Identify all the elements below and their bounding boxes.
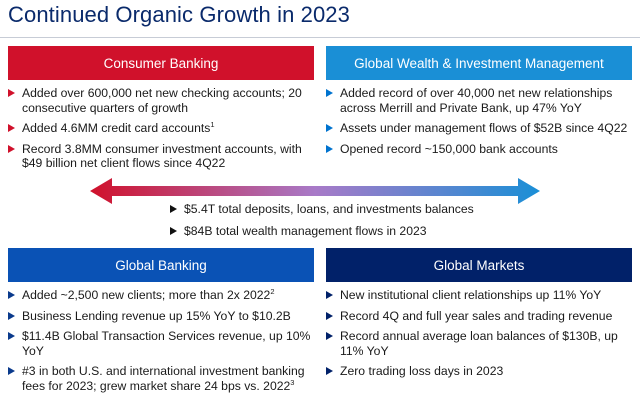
triangle-bullet-icon (326, 367, 333, 375)
consumer-banking-header-label: Consumer Banking (103, 55, 219, 71)
list-item: $5.4T total deposits, loans, and investm… (168, 202, 474, 217)
page-title: Continued Organic Growth in 2023 (8, 2, 350, 27)
list-item: Zero trading loss days in 2023 (326, 364, 632, 379)
triangle-bullet-icon (326, 332, 333, 340)
total-balances-list: $5.4T total deposits, loans, and investm… (168, 202, 474, 245)
list-item: Assets under management flows of $52B si… (326, 121, 632, 136)
triangle-bullet-icon (8, 144, 15, 153)
triangle-bullet-icon (170, 226, 177, 235)
triangle-bullet-icon (326, 89, 333, 97)
global-banking-header: Global Banking (8, 248, 314, 282)
double-arrow-icon (90, 178, 540, 204)
triangle-bullet-icon (326, 311, 333, 320)
consumer-banking-list: Added over 600,000 net new checking acco… (8, 86, 314, 177)
list-item: Opened record ~150,000 bank accounts (326, 142, 632, 157)
triangle-bullet-icon (8, 124, 15, 132)
global-markets-header-label: Global Markets (433, 257, 525, 273)
global-banking-header-label: Global Banking (115, 257, 207, 273)
triangle-bullet-icon (326, 124, 333, 132)
list-item: Added record of over 40,000 net new rela… (326, 86, 632, 115)
global-markets-header: Global Markets (326, 248, 632, 282)
list-item: Business Lending revenue up 15% YoY to $… (8, 309, 314, 324)
list-item: Record 3.8MM consumer investment account… (8, 142, 314, 171)
list-item: #3 in both U.S. and international invest… (8, 364, 314, 393)
triangle-bullet-icon (170, 205, 177, 213)
triangle-bullet-icon (8, 311, 15, 320)
wealth-management-header: Global Wealth & Investment Management (326, 46, 632, 80)
list-item: Record annual average loan balances of $… (326, 329, 632, 358)
list-item: Added over 600,000 net new checking acco… (8, 86, 314, 115)
wealth-management-header-label: Global Wealth & Investment Management (354, 55, 604, 71)
consumer-banking-header: Consumer Banking (8, 46, 314, 80)
triangle-bullet-icon (8, 367, 15, 375)
list-item: New institutional client relationships u… (326, 288, 632, 303)
list-item: Record 4Q and full year sales and tradin… (326, 309, 632, 324)
title-divider (0, 37, 640, 38)
triangle-bullet-icon (8, 332, 15, 340)
list-item: $11.4B Global Transaction Services reven… (8, 329, 314, 358)
list-item: $84B total wealth management flows in 20… (168, 224, 474, 239)
triangle-bullet-icon (326, 291, 333, 299)
list-item: Added ~2,500 new clients; more than 2x 2… (8, 288, 314, 303)
triangle-bullet-icon (326, 144, 333, 153)
global-banking-list: Added ~2,500 new clients; more than 2x 2… (8, 288, 314, 399)
triangle-bullet-icon (8, 291, 15, 299)
wealth-management-list: Added record of over 40,000 net new rela… (326, 86, 632, 162)
triangle-bullet-icon (8, 89, 15, 97)
list-item: Added 4.6MM credit card accounts1 (8, 121, 314, 136)
global-markets-list: New institutional client relationships u… (326, 288, 632, 385)
